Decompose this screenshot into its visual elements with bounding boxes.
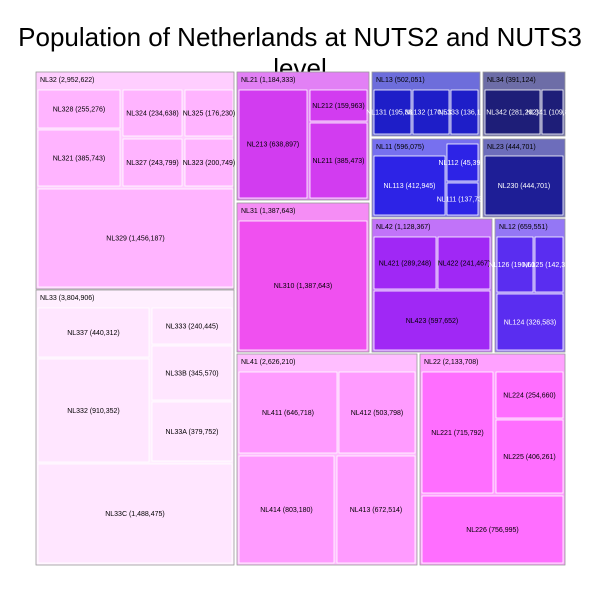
tile-label-nl423: NL423 (597,652) [406, 318, 459, 325]
group-label-nl13: NL13 (502,051) [376, 77, 425, 84]
tile-nl126 [496, 236, 534, 293]
tile-nl133 [450, 89, 479, 135]
tile-nl33a [151, 401, 233, 462]
tile-label-nl333: NL333 (240,445) [166, 324, 219, 331]
tile-label-nl133: NL133 (136,133) [438, 110, 491, 117]
tile-label-nl113: NL113 (412,945) [383, 183, 435, 190]
tile-label-nl213: NL213 (638,897) [247, 142, 300, 149]
tile-label-nl412: NL412 (503,798) [351, 410, 404, 417]
group-label-nl33: NL33 (3,804,906) [40, 295, 94, 302]
tile-label-nl212: NL212 (159,963) [312, 103, 365, 110]
tile-label-nl422: NL422 (241,467) [438, 261, 491, 268]
tile-nl337 [37, 307, 150, 358]
tile-label-nl337: NL337 (440,312) [67, 330, 120, 337]
tile-nl324 [122, 89, 183, 137]
tile-label-nl112: NL112 (45,394) [438, 160, 486, 167]
tile-label-nl125: NL125 (142,375) [523, 262, 576, 269]
tile-label-nl33a: NL33A (379,752) [166, 429, 219, 436]
tile-label-nl230: NL230 (444,701) [498, 183, 551, 190]
tile-nl321 [37, 129, 121, 187]
tile-label-nl327: NL327 (243,799) [126, 160, 179, 167]
group-label-nl31: NL31 (1,387,643) [241, 208, 295, 215]
tile-label-nl325: NL325 (176,230) [183, 111, 236, 118]
group-label-nl11: NL11 (596,075) [376, 144, 424, 151]
tile-label-nl226: NL226 (756,995) [466, 527, 519, 534]
tile-nl328 [37, 89, 121, 129]
tile-label-nl225: NL225 (406,261) [503, 454, 556, 461]
tile-nl125 [534, 236, 564, 293]
tile-nl421 [373, 236, 437, 290]
tile-nl113 [373, 155, 446, 216]
tile-label-nl324: NL324 (234,638) [126, 111, 179, 118]
tile-nl341 [541, 89, 564, 135]
tile-nl332 [37, 358, 150, 463]
tile-label-nl413: NL413 (672,514) [350, 507, 403, 514]
tile-nl325 [184, 89, 234, 137]
group-label-nl34: NL34 (391,124) [487, 77, 536, 84]
tile-nl132 [412, 89, 450, 135]
tile-nl221 [421, 371, 494, 494]
tile-label-nl126: NL126 (190,603) [489, 262, 542, 269]
group-label-nl22: NL22 (2,133,708) [424, 359, 478, 366]
tile-nl226 [421, 495, 564, 564]
group-label-nl12: NL12 (659,551) [499, 224, 548, 231]
tile-nl230 [484, 155, 564, 216]
tile-label-nl124: NL124 (326,583) [504, 320, 557, 327]
tile-nl131 [373, 89, 412, 135]
tile-nl413 [336, 455, 416, 564]
group-label-nl32: NL32 (2,952,622) [40, 77, 94, 84]
tile-nl33c [37, 463, 233, 564]
tile-label-nl323: NL323 (200,749) [183, 160, 236, 167]
tile-nl224 [495, 371, 564, 419]
chart-title: Population of Netherlands at NUTS2 and N… [18, 22, 582, 83]
tile-nl211 [309, 122, 368, 199]
tile-nl423 [373, 290, 491, 351]
tile-label-nl421: NL421 (289,248) [379, 261, 432, 268]
tile-label-nl321: NL321 (385,743) [53, 156, 106, 163]
group-label-nl42: NL42 (1,128,367) [376, 224, 430, 231]
tile-nl213 [238, 89, 308, 199]
tile-nl412 [338, 371, 416, 454]
tile-label-nl341: NL341 (109,832) [526, 110, 579, 117]
tile-label-nl224: NL224 (254,660) [503, 393, 556, 400]
tile-label-nl132: NL132 (170,538) [405, 110, 458, 117]
tile-label-nl411: NL411 (646,718) [262, 410, 314, 417]
tile-label-nl329: NL329 (1,456,187) [106, 236, 164, 243]
tile-nl414 [238, 455, 335, 564]
tile-label-nl111: NL111 (137,736) [437, 197, 489, 204]
tile-label-nl342: NL342 (281,292) [486, 110, 539, 117]
tile-nl112 [446, 143, 479, 182]
tile-nl310 [238, 220, 368, 351]
tile-nl342 [484, 89, 541, 135]
tile-label-nl332: NL332 (910,352) [67, 408, 120, 415]
group-label-nl41: NL41 (2,626,210) [241, 359, 295, 366]
tile-nl33b [151, 345, 233, 401]
tile-label-nl328: NL328 (255,276) [53, 107, 106, 114]
tile-nl329 [37, 188, 234, 288]
tile-label-nl33b: NL33B (345,570) [165, 371, 218, 378]
tile-nl124 [496, 293, 564, 351]
tile-nl111 [446, 182, 479, 216]
tile-label-nl33c: NL33C (1,488,475) [105, 511, 165, 518]
tile-label-nl221: NL221 (715,792) [431, 430, 484, 437]
tile-label-nl414: NL414 (803,180) [260, 507, 313, 514]
group-label-nl21: NL21 (1,184,333) [241, 77, 295, 84]
tile-nl225 [495, 419, 564, 494]
tile-nl422 [437, 236, 491, 290]
tile-nl333 [151, 307, 233, 345]
tile-nl327 [122, 138, 183, 187]
tile-label-nl131: NL131 (195,380) [366, 110, 419, 117]
group-label-nl23: NL23 (444,701) [487, 144, 536, 151]
tile-label-nl310: NL310 (1,387,643) [274, 283, 332, 290]
tile-label-nl211: NL211 (385,473) [312, 158, 364, 165]
tile-nl212 [309, 89, 368, 122]
tile-nl323 [184, 138, 234, 187]
tile-nl411 [238, 371, 338, 454]
